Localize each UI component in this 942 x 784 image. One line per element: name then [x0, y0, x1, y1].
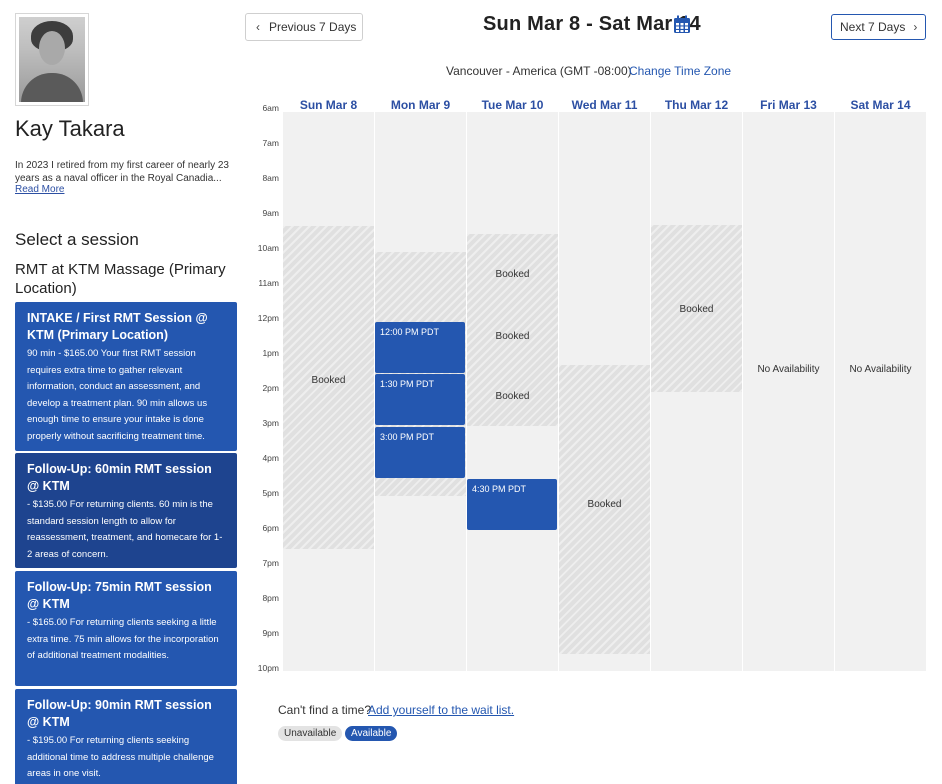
hour-label: 6am [262, 103, 279, 113]
day-header-tue[interactable]: Tue Mar 10 [481, 98, 544, 112]
session-price: - $165.00 [27, 617, 68, 628]
session-card-60min[interactable]: Follow-Up: 60min RMT session @ KTM - $13… [15, 453, 237, 568]
time-slot-button[interactable]: 12:00 PM PDT [375, 322, 465, 373]
hour-label: 7pm [262, 558, 279, 568]
time-slot-label: 1:30 PM PDT [380, 379, 435, 389]
select-session-heading: Select a session [15, 230, 139, 249]
day-header-sun[interactable]: Sun Mar 8 [299, 98, 358, 112]
hour-label: 11am [258, 278, 279, 288]
no-availability-label: No Availability [849, 364, 912, 375]
legend-unavailable-badge: Unavailable [278, 726, 343, 741]
therapist-bio: In 2023 I retired from my first career o… [15, 160, 229, 184]
day-column-sat [835, 112, 926, 671]
day-header-thu[interactable]: Thu Mar 12 [664, 98, 729, 112]
time-slot-button[interactable]: 4:30 PM PDT [467, 479, 557, 530]
hour-label: 1pm [262, 348, 279, 358]
hour-label: 6pm [262, 523, 279, 533]
session-card-90min[interactable]: Follow-Up: 90min RMT session @ KTM - $19… [15, 689, 237, 784]
hour-label: 10am [257, 243, 279, 253]
session-card-75min[interactable]: Follow-Up: 75min RMT session @ KTM - $16… [15, 571, 237, 686]
session-price: - $135.00 [27, 499, 68, 510]
therapist-name: Kay Takara [15, 116, 125, 141]
legend-available-badge: Available [345, 726, 398, 741]
profile-photo [15, 13, 89, 106]
previous-7-days-button[interactable]: ‹ Previous 7 Days [245, 13, 363, 41]
hour-label: 3pm [262, 418, 279, 428]
booked-label: Booked [495, 269, 530, 280]
hour-label: 7am [262, 138, 279, 148]
calendar-icon[interactable] [673, 15, 691, 34]
no-availability-label: No Availability [757, 364, 820, 375]
session-title: Follow-Up: 75min RMT session @ KTM [27, 580, 212, 611]
day-column-fri [743, 112, 834, 671]
wait-list-prompt: Can't find a time? [278, 703, 372, 717]
hour-label: 9pm [262, 628, 279, 638]
time-slot-label: 12:00 PM PDT [380, 327, 440, 337]
session-description: - $195.00 For returning clients seeking … [27, 735, 214, 779]
session-price: - $195.00 [27, 735, 68, 746]
service-title: RMT at KTM Massage (Primary Location) [15, 261, 226, 297]
booked-label: Booked [587, 499, 622, 510]
hour-label: 8pm [262, 593, 279, 603]
day-header-sat[interactable]: Sat Mar 14 [850, 98, 911, 112]
session-description: - $135.00 For returning clients. 60 min … [27, 499, 223, 560]
hour-label: 5pm [262, 488, 279, 498]
hour-label: 8am [262, 173, 279, 183]
time-slot-button[interactable]: 1:30 PM PDT [375, 374, 465, 425]
day-header-fri[interactable]: Fri Mar 13 [760, 98, 817, 112]
hour-label: 2pm [262, 383, 279, 393]
time-slot-label: 4:30 PM PDT [472, 484, 527, 494]
next-7-days-button[interactable]: Next 7 Days › [831, 14, 926, 40]
hour-label: 4pm [262, 453, 279, 463]
previous-7-days-label: Previous 7 Days [269, 20, 357, 34]
booked-label: Booked [495, 391, 530, 402]
booked-label: Booked [679, 304, 714, 315]
time-slot-button[interactable]: 3:00 PM PDT [375, 427, 465, 478]
session-description: 90 min - $165.00 Your first RMT session … [27, 348, 208, 442]
booked-block-tue [467, 234, 558, 426]
booked-block-sun [283, 226, 374, 549]
day-header-wed[interactable]: Wed Mar 11 [571, 98, 638, 112]
booked-block-wed [559, 365, 650, 654]
chevron-right-icon: › [913, 20, 918, 34]
timezone-label: Vancouver - America (GMT -08:00) [446, 64, 632, 78]
booked-label: Booked [311, 375, 346, 386]
next-7-days-label: Next 7 Days [840, 20, 906, 34]
wait-list-link[interactable]: Add yourself to the wait list. [368, 703, 515, 717]
hour-label: 12pm [257, 313, 279, 323]
booked-label: Booked [495, 331, 530, 342]
day-header-mon[interactable]: Mon Mar 9 [390, 98, 451, 112]
session-title: INTAKE / First RMT Session @ KTM (Primar… [27, 311, 208, 342]
hour-label: 10pm [257, 663, 279, 673]
session-card-intake[interactable]: INTAKE / First RMT Session @ KTM (Primar… [15, 302, 237, 451]
chevron-left-icon: ‹ [256, 20, 260, 34]
change-timezone-link[interactable]: Change Time Zone [629, 64, 732, 78]
session-title: Follow-Up: 90min RMT session @ KTM [27, 698, 212, 729]
date-range-title: Sun Mar 8 - Sat Mar 14 [483, 13, 701, 35]
hour-label: 9am [262, 208, 279, 218]
session-price: 90 min - $165.00 [27, 348, 99, 359]
read-more-link[interactable]: Read More [15, 184, 65, 195]
session-title: Follow-Up: 60min RMT session @ KTM [27, 462, 212, 493]
session-description: - $165.00 For returning clients seeking … [27, 617, 219, 661]
time-slot-label: 3:00 PM PDT [380, 432, 435, 442]
booked-block-thu [651, 225, 742, 392]
